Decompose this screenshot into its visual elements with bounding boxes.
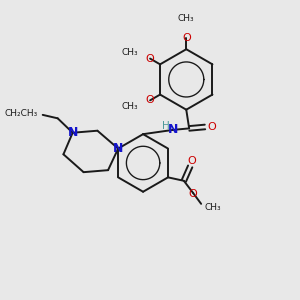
Text: CH₃: CH₃ [178,14,195,23]
Text: O: O [182,33,190,43]
Text: N: N [168,123,178,136]
Text: O: O [187,156,196,166]
Text: N: N [113,142,123,155]
Text: O: O [189,189,197,199]
Text: CH₂CH₃: CH₂CH₃ [4,109,38,118]
Text: H: H [162,121,170,130]
Text: CH₃: CH₃ [122,102,138,111]
Text: O: O [207,122,216,132]
Text: CH₃: CH₃ [204,203,220,212]
Text: CH₃: CH₃ [122,48,138,57]
Text: O: O [146,54,154,64]
Text: N: N [68,126,78,139]
Text: O: O [146,95,154,105]
